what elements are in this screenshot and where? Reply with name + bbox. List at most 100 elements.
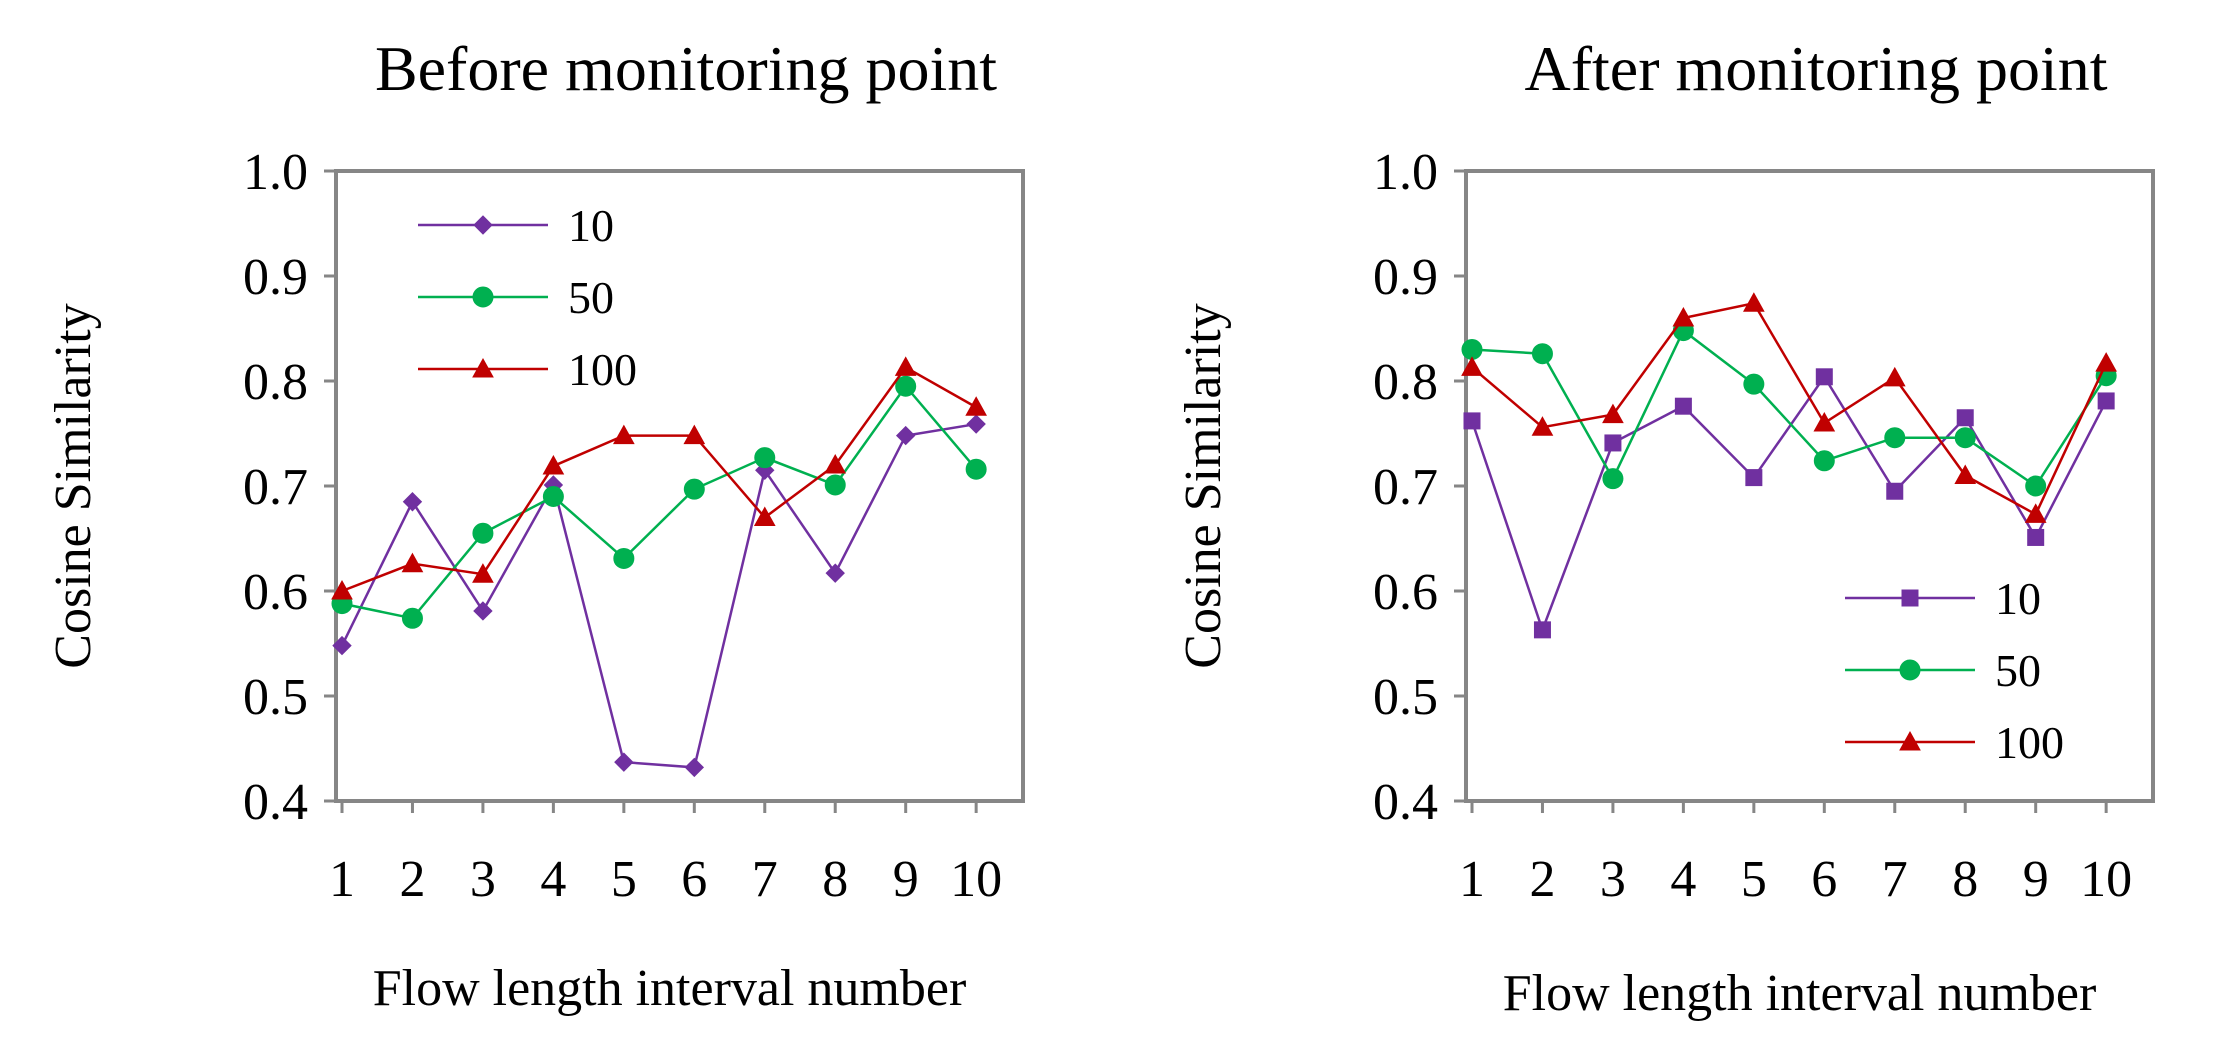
data-point-50-2 (401, 607, 423, 629)
data-point-50-7 (754, 447, 776, 469)
y-axis-label: Cosine Similarity (1175, 303, 1232, 668)
data-point-10-1 (1463, 412, 1481, 430)
data-point-10-2 (1533, 621, 1551, 639)
legend-entry-100: 100 (1845, 717, 2064, 768)
x-tick-label: 5 (611, 851, 637, 908)
legend-entry-10: 10 (418, 200, 614, 251)
y-tick-label: 0.5 (1373, 669, 1438, 726)
chart-title: After monitoring point (1524, 33, 2107, 104)
data-point-100-3 (1602, 403, 1624, 424)
y-tick-label: 0.7 (243, 459, 308, 516)
data-point-50-9 (2025, 475, 2047, 497)
y-tick-label: 0.6 (243, 564, 308, 621)
data-point-100-6 (683, 424, 706, 445)
data-point-100-4 (542, 455, 565, 475)
legend-marker (472, 286, 494, 308)
data-point-100-7 (753, 506, 776, 526)
x-axis-label: Flow length interval number (1503, 965, 2097, 1022)
x-tick-label: 6 (1811, 851, 1837, 908)
data-point-50-3 (1602, 468, 1624, 490)
y-tick-label: 0.4 (243, 774, 308, 831)
y-tick-label: 0.9 (243, 249, 308, 306)
legend-marker (1901, 589, 1919, 607)
data-point-10-8 (825, 563, 845, 583)
series-10 (332, 414, 986, 778)
data-point-100-4 (1672, 306, 1695, 327)
data-point-50-6 (1813, 450, 1835, 472)
series-100 (1461, 292, 2118, 523)
data-point-100-2 (1531, 416, 1554, 436)
data-point-100-3 (472, 563, 494, 583)
plot-frame (334, 169, 1025, 803)
chart-after-monitoring-point: After monitoring point 0.4 0.5 0.6 0.7 0.8 0.9… (1175, 33, 2155, 1022)
data-point-10-1 (332, 635, 352, 656)
data-point-100-9 (894, 356, 917, 376)
legend-label: 10 (1995, 573, 2041, 624)
y-tick-label: 1.0 (1373, 144, 1438, 201)
x-tick-label: 2 (1529, 851, 1555, 908)
y-tick-label: 0.9 (1373, 249, 1438, 306)
data-point-10-3 (1604, 434, 1622, 452)
y-axis-label: Cosine Similarity (45, 303, 102, 668)
data-point-100-8 (824, 453, 847, 474)
legend-label: 50 (568, 272, 614, 323)
data-point-100-8 (1954, 464, 1977, 484)
data-point-50-8 (824, 474, 846, 496)
legend-label: 100 (1995, 717, 2064, 768)
y-tick-label: 0.8 (243, 354, 308, 411)
data-point-10-9 (2027, 528, 2045, 546)
data-point-100-10 (965, 396, 988, 416)
data-point-50-5 (613, 547, 635, 569)
y-tick-label: 0.4 (1373, 774, 1438, 831)
series-line-50 (1471, 328, 2108, 488)
series-50 (1461, 320, 2117, 497)
legend-entry-10: 10 (1845, 573, 2041, 624)
data-point-10-8 (1956, 409, 1974, 427)
series-10 (1463, 368, 2115, 639)
legend-entry-50: 50 (418, 272, 614, 323)
x-tick-label: 7 (1882, 851, 1908, 908)
data-point-100-1 (331, 579, 353, 600)
y-tick-label: 0.5 (243, 669, 308, 726)
x-tick-label: 2 (399, 851, 425, 908)
legend-marker (472, 357, 494, 378)
x-tick-label: 8 (1952, 851, 1978, 908)
x-tick-label: 9 (2023, 851, 2049, 908)
data-point-50-5 (1743, 373, 1765, 395)
legend-label: 50 (1995, 645, 2041, 696)
data-point-10-10 (966, 414, 986, 434)
legend-label: 100 (568, 344, 637, 395)
x-tick-label: 1 (1459, 851, 1485, 908)
data-point-50-7 (1884, 427, 1906, 449)
chart-title: Before monitoring point (375, 33, 997, 104)
data-point-100-10 (2095, 352, 2118, 372)
data-point-100-9 (2024, 503, 2047, 523)
x-tick-label: 3 (1600, 851, 1626, 908)
data-point-100-6 (1813, 411, 1836, 432)
series-line-50 (341, 384, 978, 620)
data-point-50-4 (542, 486, 564, 507)
data-point-10-5 (1745, 469, 1763, 487)
series-50 (331, 375, 987, 629)
legend-marker (473, 215, 493, 235)
legend-marker (1899, 730, 1921, 751)
chart-before-monitoring-point: Before monitoring point 0.4 0.5 0.6 0.7 0.8 0.… (45, 33, 1025, 1017)
series-line-10 (1470, 374, 2108, 634)
data-point-50-8 (1954, 427, 1976, 449)
data-point-10-6 (1815, 368, 1833, 386)
data-point-10-10 (2097, 392, 2115, 410)
x-tick-label: 5 (1741, 851, 1767, 908)
x-tick-label: 7 (752, 851, 778, 908)
y-tick-label: 1.0 (243, 144, 308, 201)
x-tick-label: 8 (822, 851, 848, 908)
data-point-10-2 (402, 492, 423, 512)
data-point-50-2 (1531, 343, 1553, 365)
data-point-100-7 (1883, 366, 1906, 387)
data-point-10-6 (684, 757, 705, 778)
legend-entry-50: 50 (1845, 645, 2041, 696)
data-point-100-1 (1461, 356, 1483, 376)
data-point-50-3 (472, 522, 494, 544)
legend-marker (1899, 659, 1921, 681)
data-point-10-9 (895, 425, 916, 446)
